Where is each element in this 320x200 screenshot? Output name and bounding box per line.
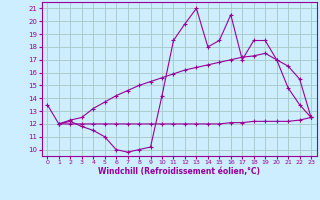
- X-axis label: Windchill (Refroidissement éolien,°C): Windchill (Refroidissement éolien,°C): [98, 167, 260, 176]
